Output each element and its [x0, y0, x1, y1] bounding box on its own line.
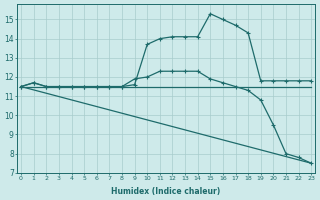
X-axis label: Humidex (Indice chaleur): Humidex (Indice chaleur) [111, 187, 221, 196]
